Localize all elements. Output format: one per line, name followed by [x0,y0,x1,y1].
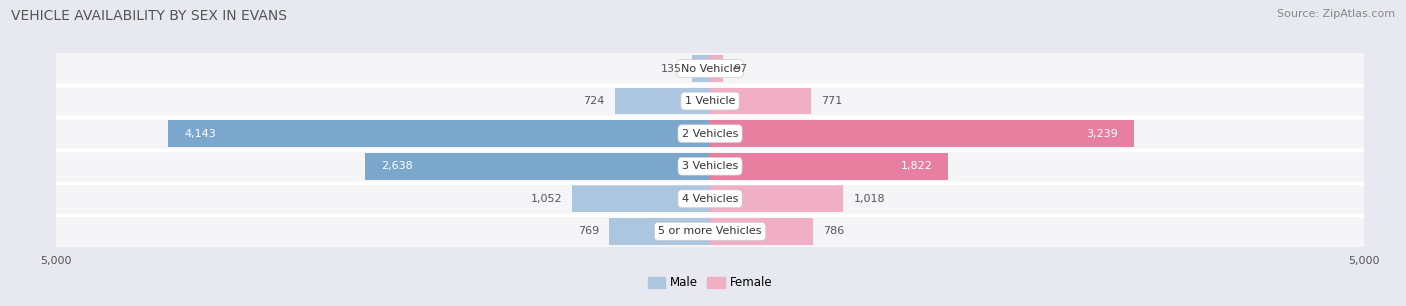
Bar [692,55,710,82]
Bar [169,120,710,147]
Text: 3,239: 3,239 [1085,129,1118,139]
Bar [572,185,710,212]
Bar [710,88,811,114]
Text: 4 Vehicles: 4 Vehicles [682,194,738,204]
Bar [56,86,1364,116]
Text: 1,822: 1,822 [901,161,932,171]
Bar [616,88,710,114]
Text: 1,052: 1,052 [530,194,562,204]
Text: 1 Vehicle: 1 Vehicle [685,96,735,106]
Text: 1,018: 1,018 [853,194,886,204]
Text: 5 or more Vehicles: 5 or more Vehicles [658,226,762,236]
Text: 97: 97 [733,64,748,73]
Bar [710,120,1133,147]
Text: 786: 786 [824,226,845,236]
Text: 2,638: 2,638 [381,161,412,171]
Bar [56,216,1364,247]
Text: 724: 724 [583,96,605,106]
Bar [56,53,1364,84]
Bar [710,218,813,245]
Text: 135: 135 [661,64,682,73]
Text: 769: 769 [578,226,599,236]
Text: VEHICLE AVAILABILITY BY SEX IN EVANS: VEHICLE AVAILABILITY BY SEX IN EVANS [11,9,287,23]
Bar [366,153,710,180]
Bar [710,185,844,212]
Text: 771: 771 [821,96,842,106]
Text: 3 Vehicles: 3 Vehicles [682,161,738,171]
Bar [710,55,723,82]
Legend: Male, Female: Male, Female [648,276,772,289]
Text: 2 Vehicles: 2 Vehicles [682,129,738,139]
Bar [56,151,1364,181]
Text: 4,143: 4,143 [184,129,215,139]
Text: No Vehicle: No Vehicle [681,64,740,73]
Text: Source: ZipAtlas.com: Source: ZipAtlas.com [1277,9,1395,19]
Bar [56,184,1364,214]
Bar [56,118,1364,149]
Bar [609,218,710,245]
Bar [710,153,948,180]
